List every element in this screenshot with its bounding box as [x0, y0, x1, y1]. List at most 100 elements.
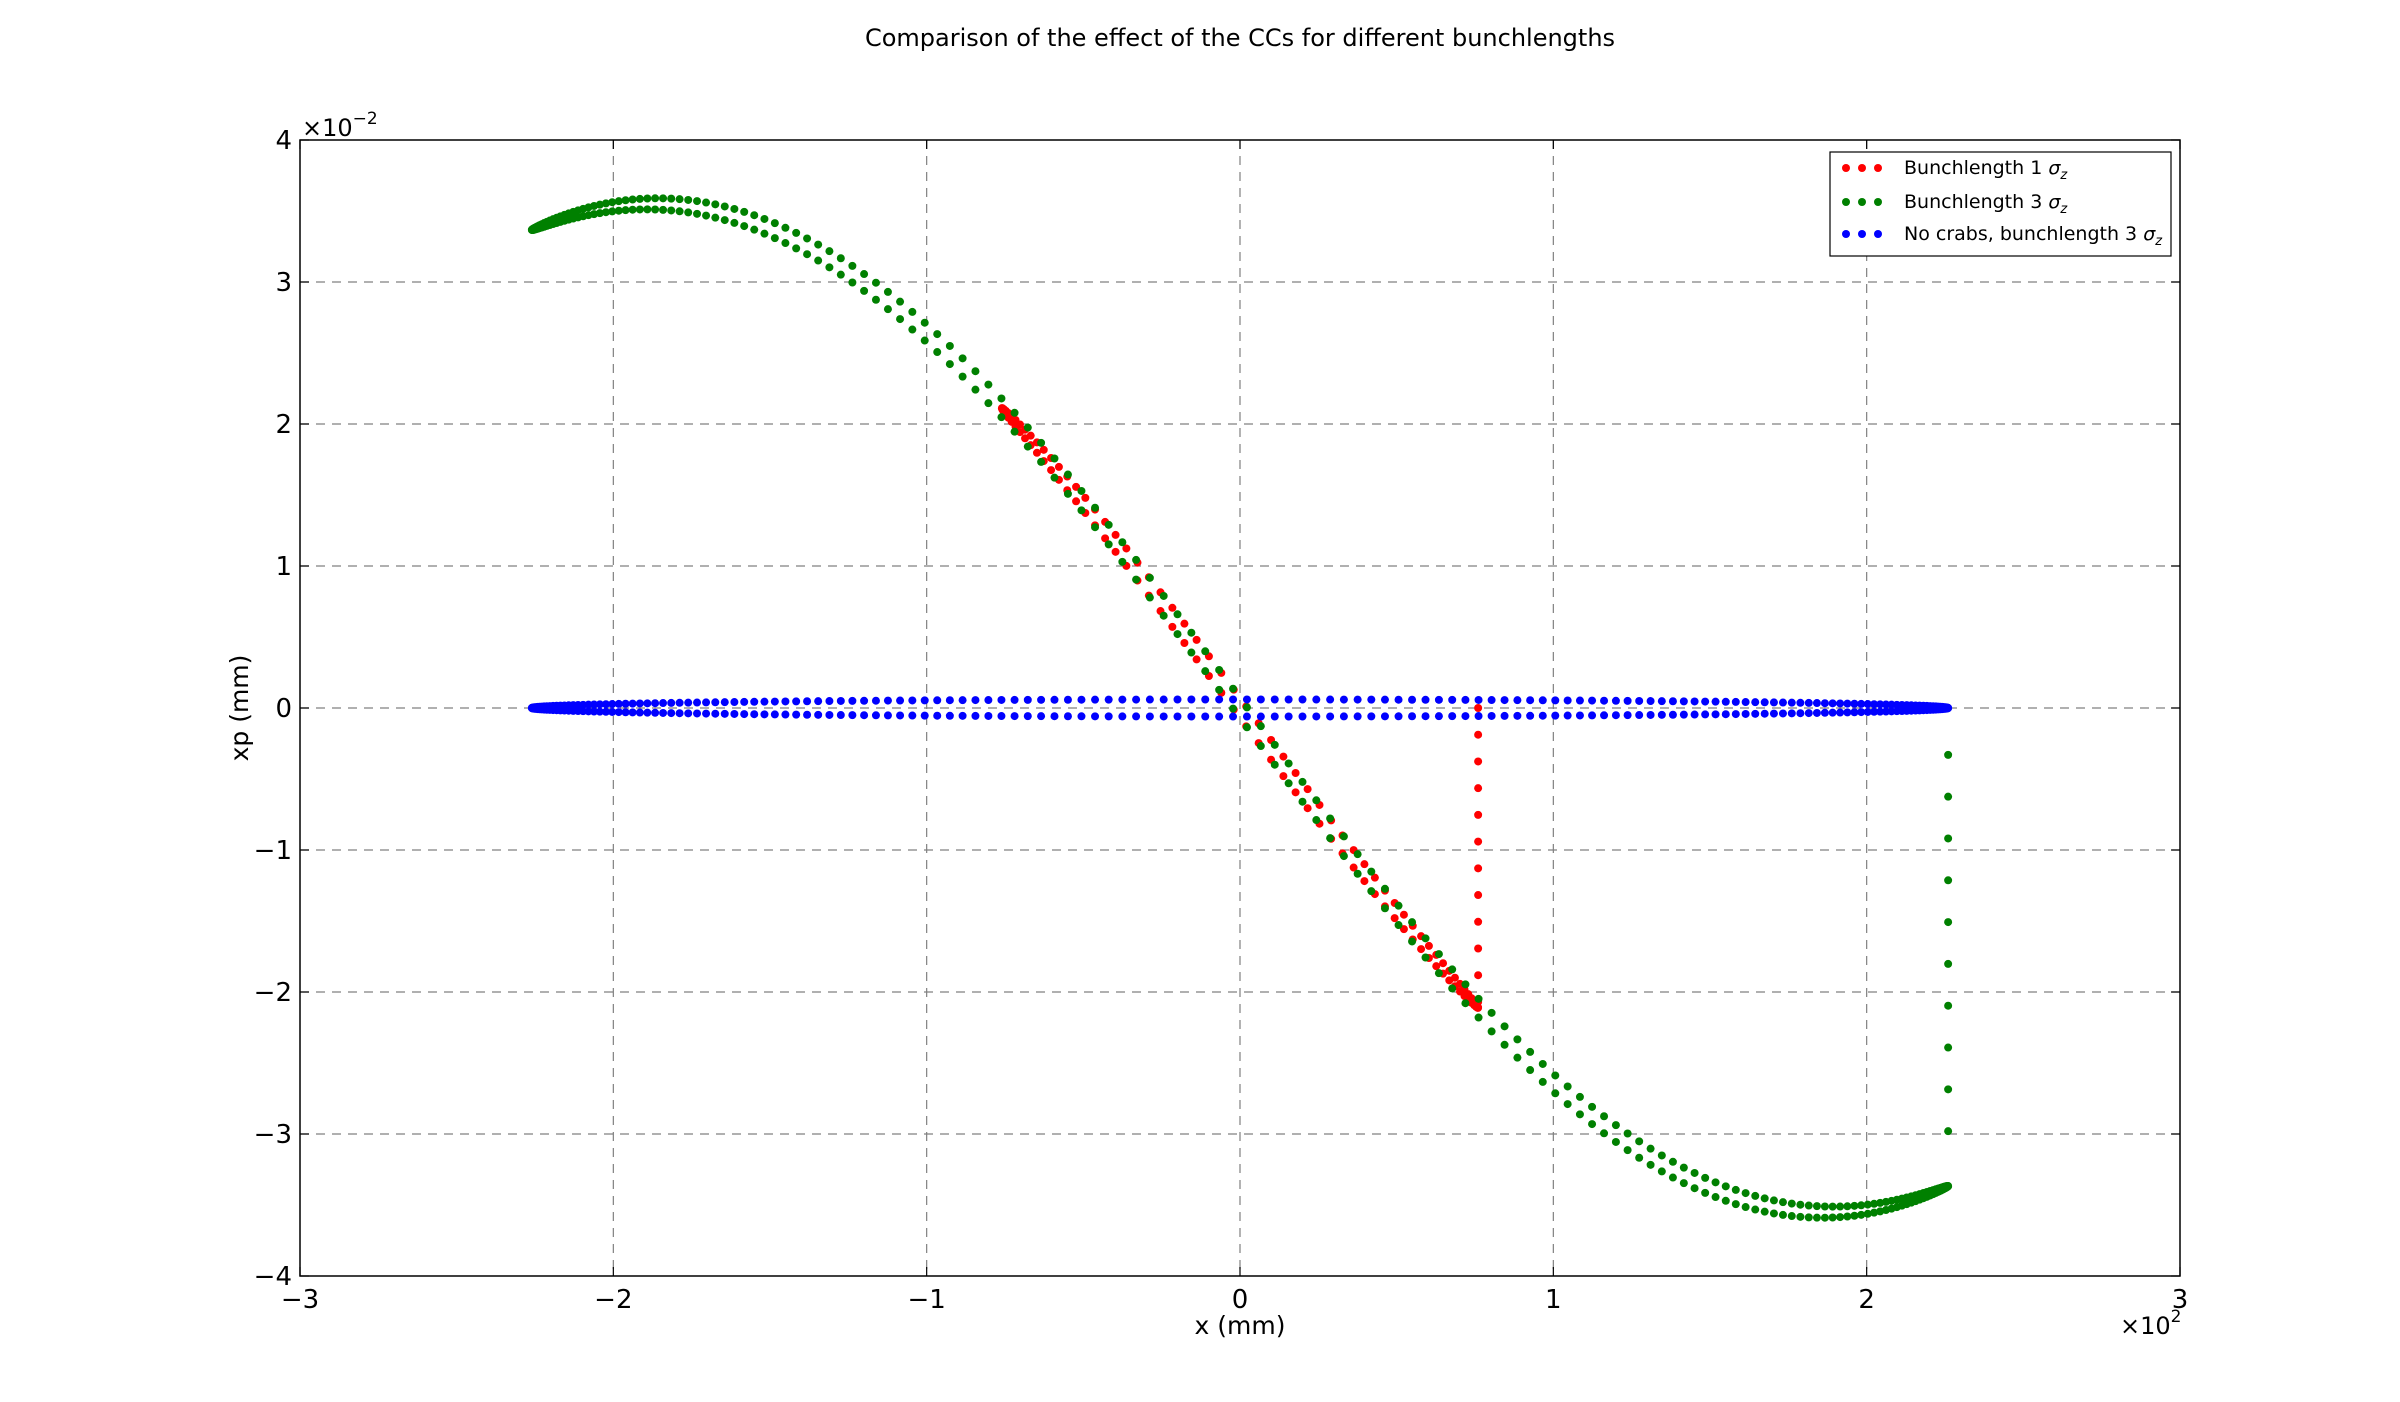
data-point [1394, 921, 1403, 930]
data-point [1611, 711, 1620, 720]
data-point [1448, 984, 1457, 993]
data-point [1857, 1201, 1866, 1210]
data-point [1256, 742, 1265, 751]
data-point [1760, 698, 1769, 707]
data-point [1339, 832, 1348, 841]
x-axis-multiplier: ×102 [2120, 1307, 2181, 1340]
data-point [1256, 712, 1265, 721]
data-point [1820, 1213, 1829, 1222]
data-point [1836, 1202, 1845, 1211]
data-point [1635, 696, 1644, 705]
data-point [1367, 867, 1376, 876]
data-point [781, 223, 790, 232]
data-point [1408, 695, 1417, 704]
data-point [1242, 703, 1251, 712]
data-point [1721, 710, 1730, 719]
data-point [1812, 708, 1821, 717]
data-point [1863, 700, 1872, 709]
data-point [1787, 1199, 1796, 1208]
data-point [908, 307, 917, 316]
data-point [1326, 695, 1335, 704]
data-point [1563, 1100, 1572, 1109]
data-point [584, 707, 593, 716]
data-point [1279, 772, 1288, 781]
data-point [1721, 1196, 1730, 1205]
data-point [1091, 695, 1100, 704]
data-point [1623, 1129, 1632, 1138]
data-point [720, 202, 729, 211]
data-points [527, 194, 1953, 1222]
data-point [730, 204, 739, 213]
data-point [1421, 712, 1430, 721]
y-tick-label: −2 [254, 978, 292, 1008]
series-points [527, 695, 1953, 721]
data-point [1623, 696, 1632, 705]
data-point [1646, 710, 1655, 719]
data-point [1077, 506, 1086, 515]
data-point [1326, 834, 1335, 843]
data-point [1091, 503, 1100, 512]
data-point [945, 360, 954, 369]
data-point [1474, 757, 1483, 766]
data-point [651, 194, 660, 203]
data-point [1563, 711, 1572, 720]
data-point [1944, 1127, 1953, 1136]
data-point [1394, 901, 1403, 910]
data-point [1804, 1213, 1813, 1222]
data-point [1448, 712, 1457, 721]
data-point [945, 341, 954, 350]
data-point [760, 697, 769, 706]
data-point [1312, 695, 1321, 704]
data-point [984, 711, 993, 720]
data-point [1270, 760, 1279, 769]
data-point [860, 270, 869, 279]
data-point [1192, 635, 1201, 644]
legend: Bunchlength 1 σz Bunchlength 3 σz No crabs… [1829, 151, 2172, 257]
data-point [628, 205, 637, 214]
data-point [1072, 497, 1081, 506]
x-tick-label: 0 [1232, 1285, 1249, 1315]
data-point [1526, 696, 1535, 705]
y-tick-label: 4 [275, 126, 292, 156]
data-point [1474, 704, 1483, 712]
data-point [1037, 712, 1046, 721]
data-point [1215, 695, 1224, 704]
data-point [1399, 910, 1408, 919]
data-point [896, 315, 905, 324]
data-point [740, 207, 749, 216]
data-point [1721, 697, 1730, 706]
data-point [1122, 544, 1131, 553]
data-point [1394, 712, 1403, 721]
data-point [1701, 1188, 1710, 1197]
data-point [1081, 493, 1090, 502]
data-point [1132, 575, 1141, 584]
data-point [1215, 665, 1224, 674]
data-point [1284, 759, 1293, 768]
data-point [760, 214, 769, 223]
data-point [1751, 709, 1760, 718]
data-point [860, 696, 869, 705]
data-point [1474, 712, 1483, 721]
data-point [651, 205, 660, 214]
data-point [1145, 695, 1154, 704]
data-point [1500, 1022, 1509, 1031]
data-point [1881, 700, 1890, 709]
data-point [1778, 1198, 1787, 1207]
data-point [614, 206, 623, 215]
data-point [1646, 697, 1655, 706]
data-point [1857, 1210, 1866, 1219]
data-point [770, 234, 779, 243]
data-point [933, 696, 942, 705]
data-point [1820, 708, 1829, 717]
data-point [825, 710, 834, 719]
data-point [684, 698, 693, 707]
data-point [1751, 1191, 1760, 1200]
data-point [1741, 1203, 1750, 1212]
data-point [1474, 971, 1483, 980]
data-point [608, 707, 617, 716]
data-point [595, 707, 604, 716]
legend-marker [1842, 230, 1850, 238]
data-point [1050, 473, 1059, 482]
data-point [1787, 709, 1796, 718]
data-point [848, 696, 857, 705]
